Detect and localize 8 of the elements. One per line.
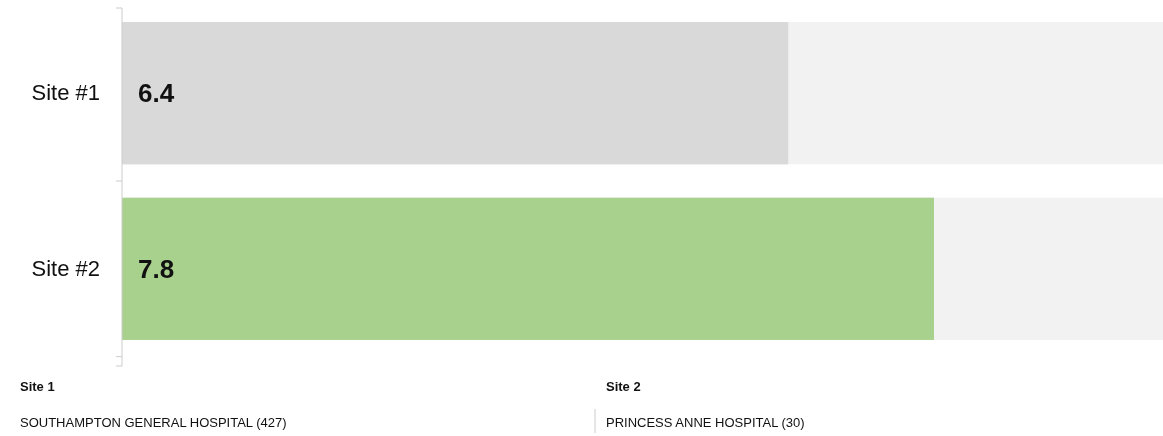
text: PRINCESS ANNE HOSPITAL (30) xyxy=(606,415,805,430)
y-tick-label: Site #1 xyxy=(31,80,100,106)
y-tick-label: Site #2 xyxy=(31,255,100,281)
text: SOUTHAMPTON GENERAL HOSPITAL (427) xyxy=(20,415,287,430)
text: Site 2 xyxy=(606,379,641,394)
data-label: 7.8 xyxy=(138,253,175,284)
data-label: 6.4 xyxy=(138,78,175,109)
text: Site 1 xyxy=(20,379,55,394)
